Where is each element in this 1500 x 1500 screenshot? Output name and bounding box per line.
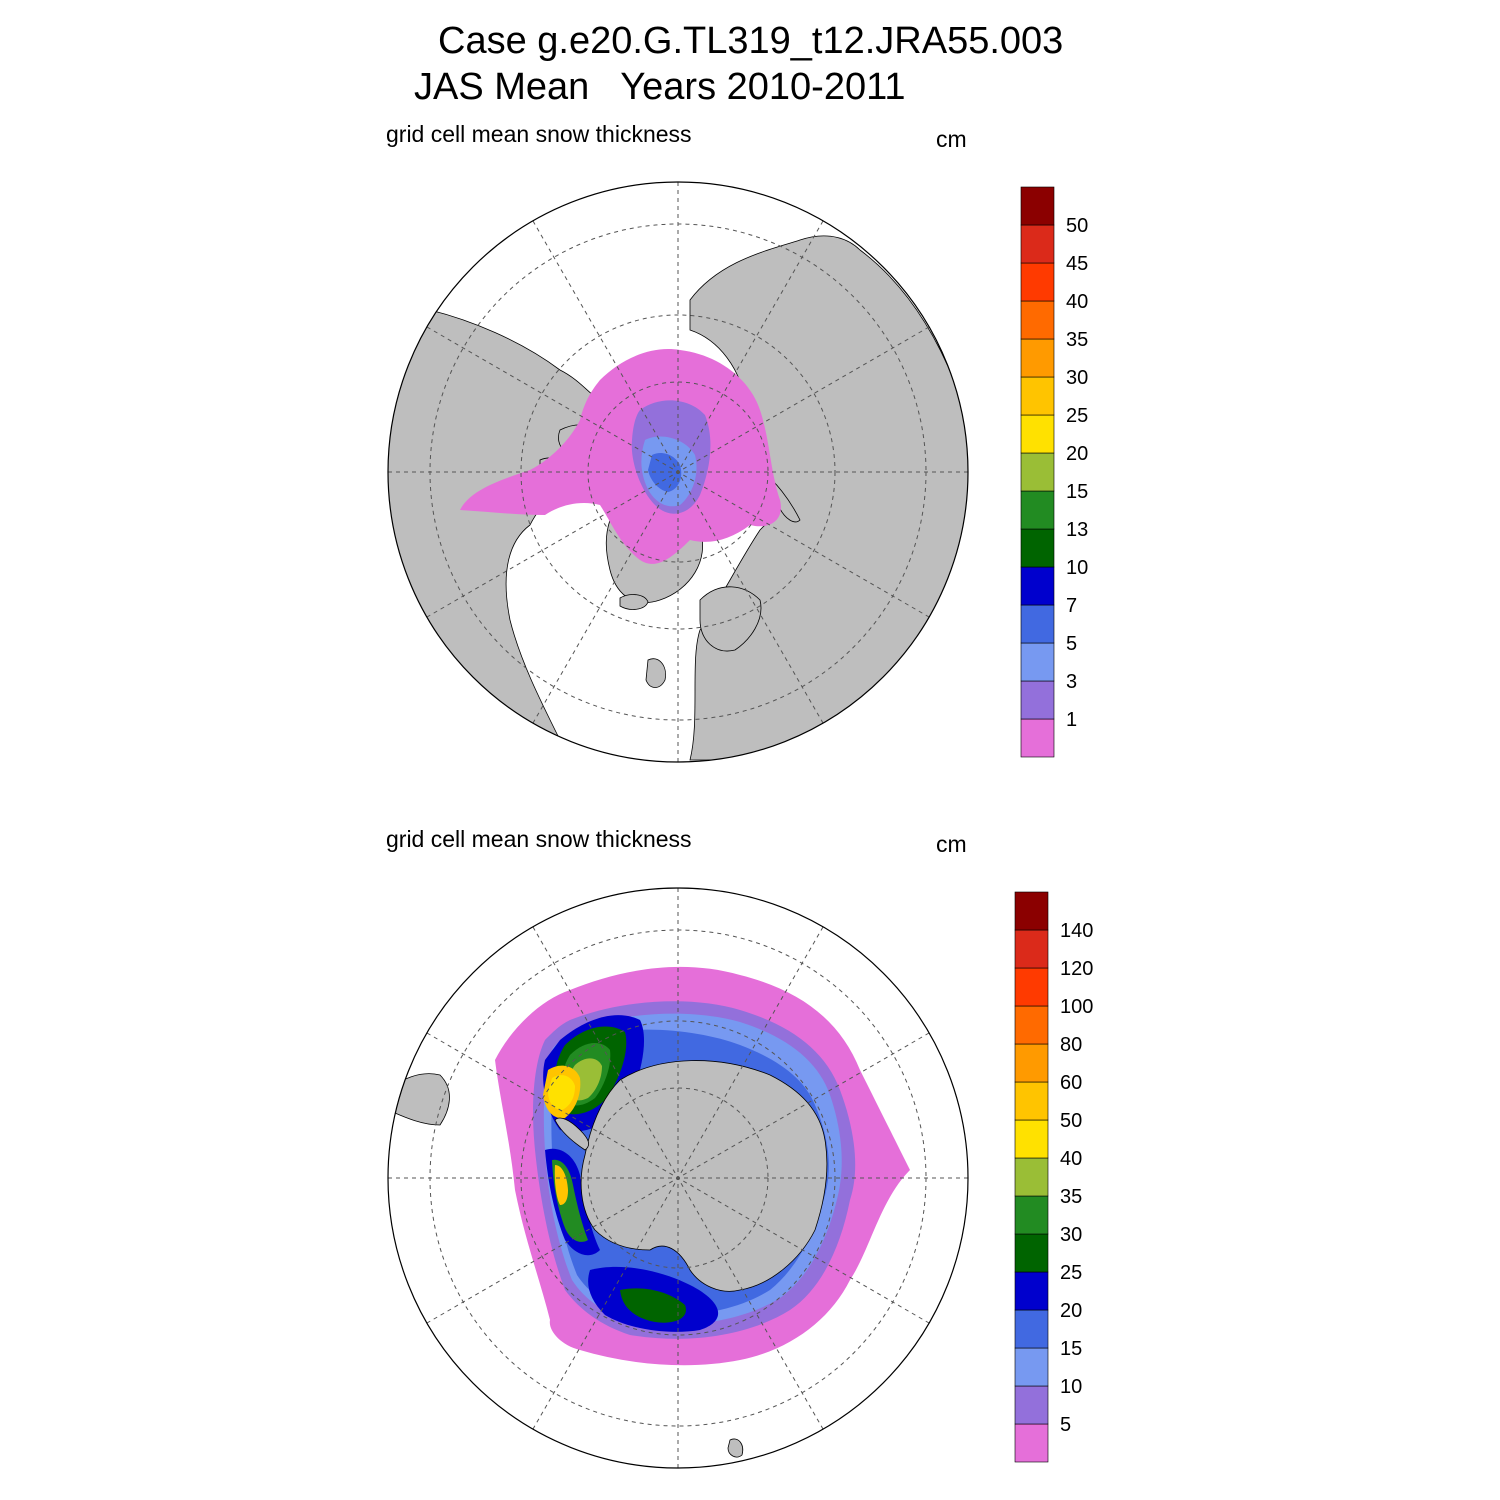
- colorbar-tick-label: 15: [1066, 481, 1088, 503]
- colorbar-tick-label: 25: [1066, 405, 1088, 427]
- colorbar-swatch: [1014, 1119, 1049, 1159]
- colorbar-tick-label: 25: [1060, 1262, 1082, 1284]
- antarctica-land: [580, 1060, 828, 1292]
- colorbar-swatch: [1014, 929, 1049, 969]
- colorbar-swatch: [1014, 1043, 1049, 1083]
- colorbar-tick-label: 50: [1066, 215, 1088, 237]
- colorbar-tick-label: 5: [1060, 1414, 1071, 1436]
- colorbar-tick-label: 80: [1060, 1034, 1082, 1056]
- colorbar-swatch: [1020, 528, 1055, 568]
- colorbar-swatch: [1020, 452, 1055, 492]
- colorbar-swatch: [1020, 604, 1055, 644]
- colorbar-tick-label: 13: [1066, 519, 1088, 541]
- colorbar-swatch: [1020, 718, 1055, 758]
- colorbar-swatch: [1014, 891, 1049, 931]
- colorbar-swatch: [1020, 224, 1055, 264]
- colorbar-tick-label: 40: [1066, 291, 1088, 313]
- colorbar-tick-label: 20: [1066, 443, 1088, 465]
- south-map-border: [387, 887, 969, 1469]
- colorbar-swatch: [1014, 1385, 1049, 1425]
- south-polar-map: 5 10 15 20 25 30 35 40 50 60 80 100 120 140: [387, 887, 1093, 1469]
- colorbar-swatch: [1020, 338, 1055, 378]
- new-zealand-land: [727, 1438, 744, 1458]
- south-variable-label: grid cell mean snow thickness: [386, 826, 692, 852]
- north-variable-label: grid cell mean snow thickness: [386, 121, 692, 147]
- north-land: [388, 235, 968, 761]
- colorbar-swatch: [1014, 967, 1049, 1007]
- south-colorbar: 5 10 15 20 25 30 35 40 50 60 80 100 120 140: [1014, 891, 1093, 1463]
- colorbar-swatch: [1014, 1195, 1049, 1235]
- colorbar-tick-label: 140: [1060, 920, 1093, 942]
- south-graticule: [388, 888, 968, 1468]
- colorbar-tick-label: 50: [1060, 1110, 1082, 1132]
- colorbar-swatch: [1014, 1005, 1049, 1045]
- colorbar-swatch: [1014, 1157, 1049, 1197]
- colorbar-swatch: [1014, 1309, 1049, 1349]
- colorbar-swatch: [1020, 262, 1055, 302]
- colorbar-swatch: [1020, 186, 1055, 226]
- colorbar-tick-label: 3: [1066, 671, 1077, 693]
- colorbar-tick-label: 20: [1060, 1300, 1082, 1322]
- colorbar-swatch: [1020, 300, 1055, 340]
- colorbar-swatch: [1014, 1081, 1049, 1121]
- colorbar-tick-label: 40: [1060, 1148, 1082, 1170]
- colorbar-swatch: [1020, 490, 1055, 530]
- colorbar-swatch: [1020, 680, 1055, 720]
- south-units-label: cm: [936, 831, 967, 857]
- colorbar-swatch: [1014, 1423, 1049, 1463]
- colorbar-tick-label: 5: [1066, 633, 1077, 655]
- colorbar-tick-label: 35: [1066, 329, 1088, 351]
- colorbar-tick-label: 35: [1060, 1186, 1082, 1208]
- colorbar-tick-label: 100: [1060, 996, 1093, 1018]
- colorbar-tick-label: 30: [1060, 1224, 1082, 1246]
- title-line-1: Case g.e20.G.TL319_t12.JRA55.003: [438, 20, 1064, 62]
- colorbar-swatch: [1020, 566, 1055, 606]
- colorbar-swatch: [1020, 414, 1055, 454]
- colorbar-swatch: [1014, 1347, 1049, 1387]
- colorbar-tick-label: 120: [1060, 958, 1093, 980]
- colorbar-swatch: [1014, 1233, 1049, 1273]
- colorbar-tick-label: 1: [1066, 709, 1077, 731]
- colorbar-tick-label: 45: [1066, 253, 1088, 275]
- colorbar-swatch: [1014, 1271, 1049, 1311]
- colorbar-tick-label: 10: [1060, 1376, 1082, 1398]
- colorbar-tick-label: 60: [1060, 1072, 1082, 1094]
- colorbar-swatch: [1020, 376, 1055, 416]
- north-graticule: [388, 182, 968, 762]
- title-line-2: JAS Mean Years 2010-2011: [414, 66, 906, 108]
- colorbar-tick-label: 15: [1060, 1338, 1082, 1360]
- antarctic-peninsula: [554, 1117, 590, 1151]
- colorbar-tick-label: 10: [1066, 557, 1088, 579]
- north-map-border: [387, 181, 969, 763]
- colorbar-tick-label: 7: [1066, 595, 1077, 617]
- colorbar-swatch: [1020, 642, 1055, 682]
- north-snow-field: [460, 349, 781, 564]
- colorbar-tick-label: 30: [1066, 367, 1088, 389]
- north-units-label: cm: [936, 126, 967, 152]
